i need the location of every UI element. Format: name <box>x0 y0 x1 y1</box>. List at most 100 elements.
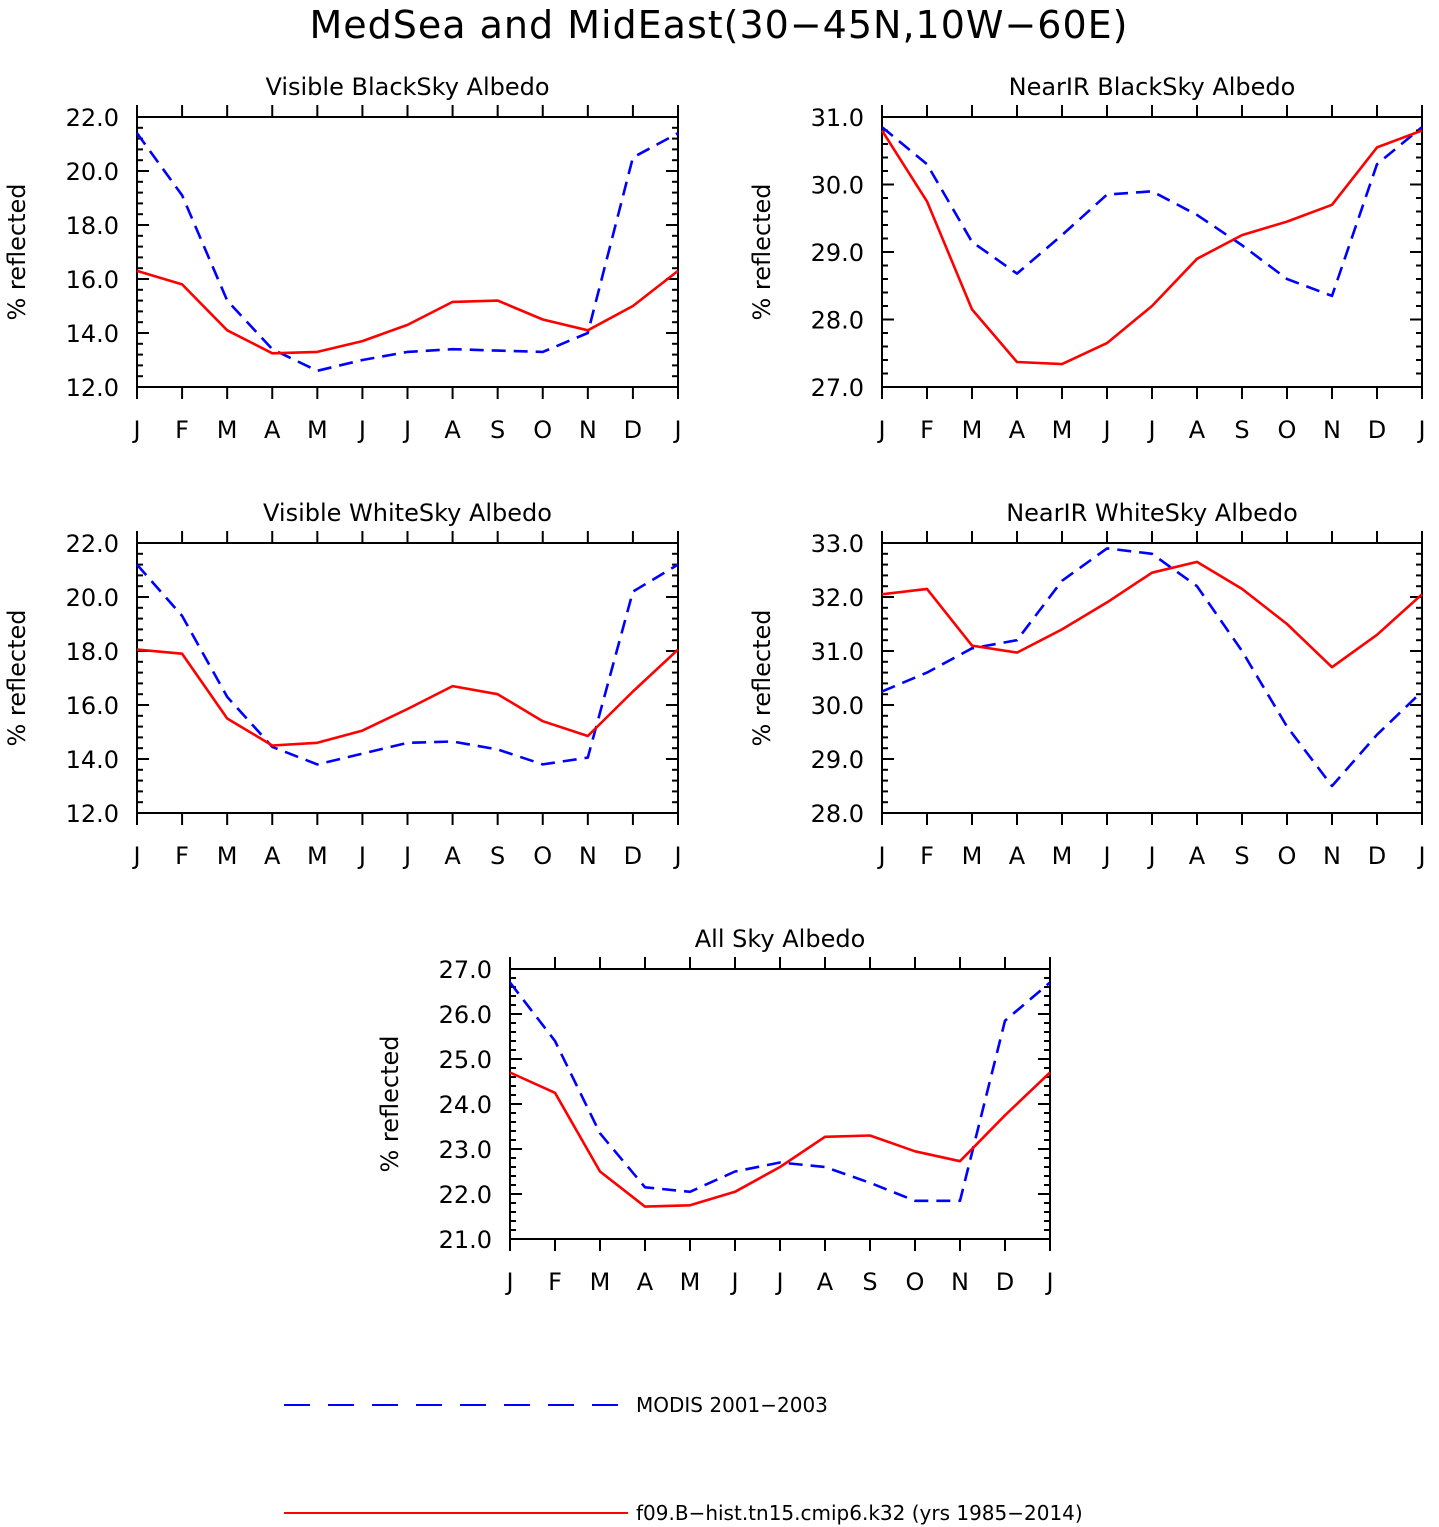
y-tick-label: 18.0 <box>66 212 119 240</box>
x-tick-label: N <box>1323 842 1341 870</box>
y-tick-label: 30.0 <box>811 172 864 200</box>
y-axis-label: % reflected <box>3 609 31 746</box>
panel-3: NearIR WhiteSky Albedo % reflected 28.0 29.… <box>748 499 1426 870</box>
series-line-modis <box>508 981 1051 1203</box>
x-tick-label: S <box>1234 842 1249 870</box>
legend: MODIS 2001−2003 f09.B−hist.tn15.cmip6.k3… <box>284 1393 1083 1525</box>
x-tick-label: F <box>175 416 189 444</box>
x-tick-label: A <box>444 416 461 444</box>
panel-title: All Sky Albedo <box>695 925 866 953</box>
x-tick-label: J <box>357 842 366 870</box>
x-tick-label: D <box>1368 842 1386 870</box>
x-tick-label: M <box>217 416 238 444</box>
x-tick-label: A <box>817 1268 834 1296</box>
plot-frame <box>136 116 679 388</box>
x-tick-label: J <box>357 416 366 444</box>
series-line-modis <box>881 547 1423 788</box>
series-line-model <box>136 648 679 747</box>
x-tick-label: D <box>624 842 642 870</box>
x-tick-label: O <box>1278 416 1297 444</box>
x-tick-label: M <box>1052 416 1073 444</box>
x-tick-label: O <box>533 416 552 444</box>
series-line-model <box>881 560 1423 669</box>
series-line-model <box>509 1071 1051 1208</box>
x-tick-label: J <box>1044 1268 1053 1296</box>
x-tick-label: S <box>1234 416 1249 444</box>
x-tick-label: D <box>624 416 642 444</box>
panel-2: Visible WhiteSky Albedo % reflected 12.0 14… <box>3 499 682 870</box>
y-tick-label: 33.0 <box>811 530 864 558</box>
plot-frame <box>881 542 1423 814</box>
series-line-modis <box>136 563 679 766</box>
x-tick-label: J <box>774 1268 783 1296</box>
y-tick-label: 21.0 <box>439 1226 492 1254</box>
main-title: MedSea and MidEast(30−45N,10W−60E) <box>309 3 1128 47</box>
x-tick-label: F <box>920 416 934 444</box>
y-tick-label: 26.0 <box>439 1001 492 1029</box>
x-tick-label: A <box>264 416 281 444</box>
x-tick-label: J <box>672 416 681 444</box>
x-tick-label: J <box>1146 842 1155 870</box>
y-tick-label: 14.0 <box>66 746 119 774</box>
y-tick-label: 22.0 <box>66 530 119 558</box>
y-tick-label: 12.0 <box>66 800 119 828</box>
x-tick-label: O <box>533 842 552 870</box>
x-tick-label: J <box>1416 842 1425 870</box>
y-tick-label: 14.0 <box>66 320 119 348</box>
x-tick-label: J <box>876 842 885 870</box>
y-tick-label: 22.0 <box>66 104 119 132</box>
y-tick-label: 20.0 <box>66 158 119 186</box>
y-tick-label: 25.0 <box>439 1046 492 1074</box>
x-tick-label: M <box>1052 842 1073 870</box>
y-tick-label: 30.0 <box>811 692 864 720</box>
x-tick-label: N <box>579 416 597 444</box>
x-tick-label: S <box>490 416 505 444</box>
x-tick-label: D <box>996 1268 1014 1296</box>
y-axis-label: % reflected <box>748 609 776 746</box>
series-line-modis <box>135 132 679 373</box>
y-tick-label: 16.0 <box>66 692 119 720</box>
x-tick-label: M <box>307 416 328 444</box>
plot-frame <box>881 116 1423 388</box>
y-tick-label: 22.0 <box>439 1181 492 1209</box>
y-tick-label: 29.0 <box>811 239 864 267</box>
panel-title: NearIR WhiteSky Albedo <box>1006 499 1298 527</box>
x-tick-label: M <box>962 842 983 870</box>
x-tick-label: F <box>548 1268 562 1296</box>
y-tick-label: 29.0 <box>811 746 864 774</box>
x-tick-label: J <box>131 842 140 870</box>
x-tick-label: M <box>307 842 328 870</box>
x-tick-label: J <box>1101 842 1110 870</box>
x-tick-label: S <box>490 842 505 870</box>
x-tick-label: J <box>504 1268 513 1296</box>
panels: Visible BlackSky Albedo % reflected 12.0 14… <box>3 73 1426 1296</box>
panel-4: All Sky Albedo % reflected 21.0 22.0 23.0 24.… <box>376 925 1054 1296</box>
legend-label-model: f09.B−hist.tn15.cmip6.k32 (yrs 1985−2014… <box>636 1501 1083 1525</box>
x-tick-label: M <box>217 842 238 870</box>
series-line-model <box>880 129 1423 366</box>
y-tick-label: 12.0 <box>66 374 119 402</box>
x-tick-label: D <box>1368 416 1386 444</box>
x-tick-label: M <box>590 1268 611 1296</box>
y-tick-label: 18.0 <box>66 638 119 666</box>
y-tick-label: 23.0 <box>439 1136 492 1164</box>
x-tick-label: J <box>402 416 411 444</box>
x-tick-label: J <box>876 416 885 444</box>
x-tick-label: J <box>729 1268 738 1296</box>
y-tick-label: 24.0 <box>439 1091 492 1119</box>
plot-frame <box>509 968 1051 1240</box>
y-tick-label: 31.0 <box>811 104 864 132</box>
x-tick-label: A <box>1009 416 1026 444</box>
x-tick-label: A <box>1009 842 1026 870</box>
x-tick-label: A <box>444 842 461 870</box>
x-tick-label: J <box>672 842 681 870</box>
y-tick-label: 16.0 <box>66 266 119 294</box>
y-tick-label: 32.0 <box>811 584 864 612</box>
x-tick-label: J <box>131 416 140 444</box>
panel-title: Visible WhiteSky Albedo <box>263 499 552 527</box>
y-tick-label: 20.0 <box>66 584 119 612</box>
x-tick-label: J <box>402 842 411 870</box>
x-tick-label: J <box>1416 416 1425 444</box>
x-tick-label: M <box>962 416 983 444</box>
